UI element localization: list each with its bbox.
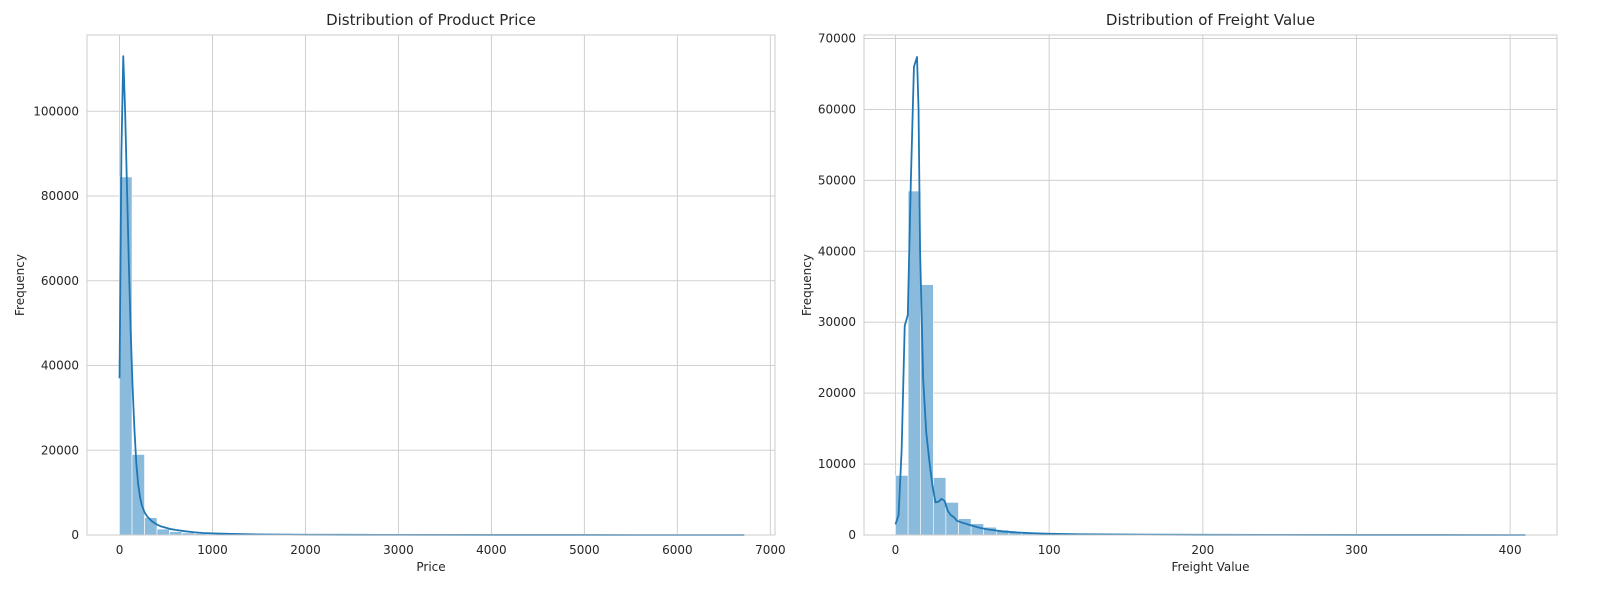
histogram-bar-freight xyxy=(932,477,947,536)
y-axis-label-price: Frequency xyxy=(13,254,27,316)
y-tick-label-price: 80000 xyxy=(41,189,79,203)
x-tick-label-price: 3000 xyxy=(383,543,414,557)
y-tick-label-freight: 0 xyxy=(848,528,856,542)
plot-frame-freight xyxy=(863,34,1558,536)
y-tick-label-freight: 40000 xyxy=(818,244,856,258)
y-tick-label-freight: 10000 xyxy=(818,457,856,471)
chart-freight-value: 0 100 200 300 400 0 10000 20000 30000 40000 50000… xyxy=(800,11,1558,574)
x-tick-label-freight: 300 xyxy=(1345,543,1368,557)
y-tick-label-freight: 60000 xyxy=(818,102,856,116)
histogram-bar-price xyxy=(169,531,183,536)
y-tick-label-freight: 20000 xyxy=(818,386,856,400)
plot-area-price xyxy=(87,35,775,535)
x-tick-label-price: 6000 xyxy=(662,543,693,557)
y-tick-label-freight: 50000 xyxy=(818,173,856,187)
chart-title-freight: Distribution of Freight Value xyxy=(1106,11,1315,29)
y-tick-label-freight: 30000 xyxy=(818,315,856,329)
x-tick-label-price: 0 xyxy=(116,543,124,557)
x-tick-label-price: 4000 xyxy=(476,543,507,557)
plot-area-freight xyxy=(864,35,1557,535)
x-tick-label-price: 5000 xyxy=(569,543,600,557)
x-tick-label-freight: 0 xyxy=(892,543,900,557)
histogram-bar-freight xyxy=(895,475,909,536)
histogram-bar-price xyxy=(131,454,145,536)
y-tick-label-price: 40000 xyxy=(41,359,79,373)
x-tick-label-price: 7000 xyxy=(755,543,786,557)
y-tick-label-price: 0 xyxy=(71,528,79,542)
y-axis-label-freight: Frequency xyxy=(800,254,814,316)
chart-title-price: Distribution of Product Price xyxy=(326,11,536,29)
y-tick-label-freight: 70000 xyxy=(818,32,856,46)
x-axis-label-price: Price xyxy=(416,560,445,574)
chart-product-price: 0 1000 2000 3000 4000 5000 6000 7000 0 20000 4000… xyxy=(13,11,786,574)
histogram-bar-price xyxy=(156,528,170,536)
y-ticks-freight: 0 10000 20000 30000 40000 50000 60000 70000 xyxy=(818,32,856,542)
x-tick-label-price: 2000 xyxy=(290,543,321,557)
x-tick-label-freight: 400 xyxy=(1499,543,1522,557)
x-ticks-freight: 0 100 200 300 400 xyxy=(892,543,1522,557)
histogram-bar-freight xyxy=(945,502,959,536)
x-tick-label-freight: 200 xyxy=(1191,543,1214,557)
x-tick-label-freight: 100 xyxy=(1038,543,1061,557)
y-tick-label-price: 20000 xyxy=(41,443,79,457)
y-ticks-price: 0 20000 40000 60000 80000 100000 xyxy=(33,104,79,542)
x-ticks-price: 0 1000 2000 3000 4000 5000 6000 7000 xyxy=(116,543,786,557)
x-axis-label-freight: Freight Value xyxy=(1171,560,1249,574)
plot-frame-price xyxy=(86,34,776,536)
x-tick-label-price: 1000 xyxy=(197,543,228,557)
y-tick-label-price: 60000 xyxy=(41,274,79,288)
y-tick-label-price: 100000 xyxy=(33,104,79,118)
